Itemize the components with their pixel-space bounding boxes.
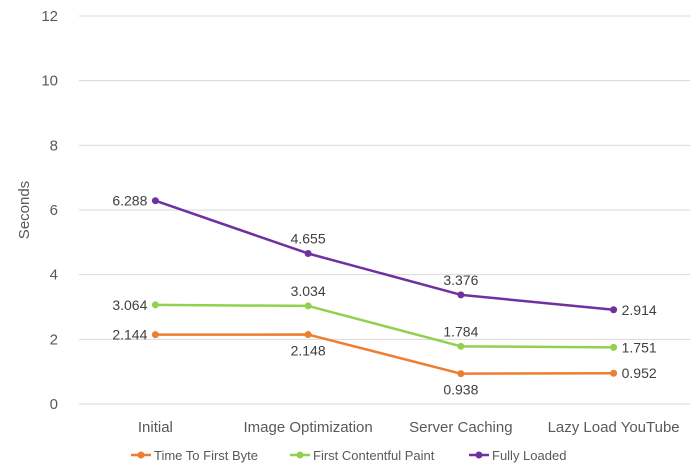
data-label: 3.064 bbox=[112, 297, 147, 313]
data-labels: 2.144 2.148 0.938 0.952 3.064 3.034 1.784 1.751… bbox=[112, 193, 657, 398]
data-label: 3.376 bbox=[443, 272, 478, 288]
data-label: 4.655 bbox=[291, 230, 326, 246]
x-axis-ticks: Initial Image Optimization Server Caching L… bbox=[138, 419, 680, 436]
data-label: 6.288 bbox=[112, 193, 147, 209]
legend: Time To First Byte First Contentful Paint… bbox=[131, 448, 566, 463]
x-tick-label: Image Optimization bbox=[244, 419, 373, 436]
data-point bbox=[304, 249, 312, 257]
data-label: 3.034 bbox=[291, 283, 326, 299]
data-point bbox=[610, 343, 618, 351]
data-point bbox=[610, 369, 618, 377]
legend-entry: Time To First Byte bbox=[154, 448, 258, 463]
data-label: 2.914 bbox=[622, 302, 657, 318]
series-line bbox=[155, 303, 614, 349]
x-tick-label: Lazy Load YouTube bbox=[548, 419, 680, 436]
data-label: 0.952 bbox=[622, 365, 657, 381]
data-label: 1.784 bbox=[443, 323, 478, 339]
y-tick-label: 0 bbox=[50, 396, 58, 413]
data-point bbox=[457, 291, 465, 299]
legend-entry: Fully Loaded bbox=[492, 448, 566, 463]
data-label: 0.938 bbox=[443, 382, 478, 398]
y-axis-ticks: 0 2 4 6 8 10 12 bbox=[41, 8, 58, 413]
data-point bbox=[151, 331, 159, 339]
x-tick-label: Server Caching bbox=[409, 419, 512, 436]
data-point bbox=[151, 301, 159, 309]
gridlines bbox=[79, 15, 690, 405]
y-tick-label: 12 bbox=[41, 8, 58, 25]
legend-entry: First Contentful Paint bbox=[313, 448, 435, 463]
data-point bbox=[151, 197, 159, 205]
legend-marker bbox=[137, 451, 145, 459]
y-tick-label: 4 bbox=[50, 267, 58, 284]
data-point bbox=[304, 331, 312, 339]
data-label: 1.751 bbox=[622, 339, 657, 355]
series-lines bbox=[151, 197, 618, 378]
y-tick-label: 6 bbox=[50, 202, 58, 219]
data-point bbox=[457, 370, 465, 378]
x-tick-label: Initial bbox=[138, 419, 173, 436]
series-line bbox=[155, 333, 614, 375]
y-tick-label: 10 bbox=[41, 73, 58, 90]
legend-marker bbox=[475, 451, 483, 459]
y-tick-label: 8 bbox=[50, 137, 58, 154]
data-label: 2.148 bbox=[291, 343, 326, 359]
legend-marker bbox=[296, 451, 304, 459]
data-point bbox=[610, 306, 618, 314]
y-axis-title: Seconds bbox=[16, 181, 33, 239]
data-point bbox=[457, 342, 465, 350]
y-tick-label: 2 bbox=[50, 331, 58, 348]
data-label: 2.144 bbox=[112, 327, 147, 343]
series-line bbox=[154, 199, 614, 312]
data-point bbox=[304, 302, 312, 310]
